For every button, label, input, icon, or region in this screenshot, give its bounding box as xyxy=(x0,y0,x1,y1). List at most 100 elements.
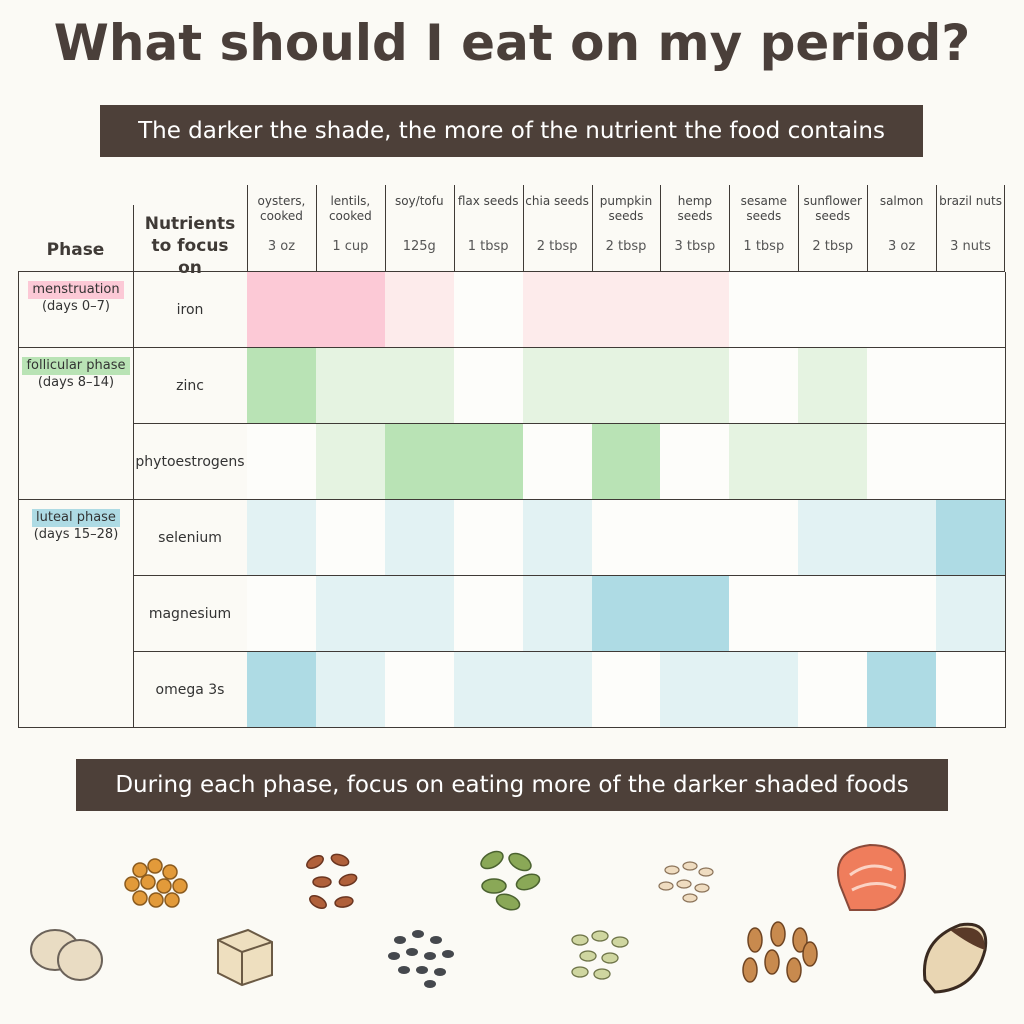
food-name: chia seeds xyxy=(525,194,589,208)
shade-cell xyxy=(729,500,800,576)
food-amount: 2 tbsp xyxy=(536,239,578,254)
shade-cell xyxy=(384,500,455,576)
food-illustrations xyxy=(30,843,988,994)
shade-cell xyxy=(522,424,593,500)
shade-cell xyxy=(591,652,662,728)
shade-cell xyxy=(798,272,869,348)
phase-header: Phase xyxy=(46,240,105,260)
tofu-icon xyxy=(217,928,273,987)
shade-cell xyxy=(729,348,800,424)
chia-icon xyxy=(388,930,454,988)
food-name: sunflower seeds xyxy=(803,194,862,223)
food-amount: 1 cup xyxy=(332,239,369,254)
food-name: sesame seeds xyxy=(740,194,787,223)
brazil-nut-icon xyxy=(922,922,988,994)
shade-cell xyxy=(591,576,662,652)
shade-cell xyxy=(453,576,524,652)
phase-days: (days 0–7) xyxy=(41,299,110,314)
lentils-icon xyxy=(124,858,188,908)
flax-icon xyxy=(306,853,358,909)
shade-cell xyxy=(936,424,1006,500)
shade-cell xyxy=(660,348,731,424)
shade-cell xyxy=(798,652,869,728)
vline xyxy=(384,185,386,272)
vline xyxy=(1004,185,1005,272)
shade-cell xyxy=(522,500,593,576)
shade-cell xyxy=(936,500,1006,576)
shade-cell xyxy=(247,272,317,348)
vline xyxy=(133,205,134,272)
shade-cell xyxy=(384,652,455,728)
vline xyxy=(660,185,662,272)
nutrient-cell: omega 3s xyxy=(133,652,248,728)
pumpkin-seeds-icon xyxy=(480,850,541,911)
food-amount: 125g xyxy=(402,239,436,254)
vline xyxy=(247,185,248,272)
shade-cell xyxy=(315,272,386,348)
vline xyxy=(729,185,731,272)
shade-cell xyxy=(729,272,800,348)
vline xyxy=(453,185,455,272)
food-amount: 1 tbsp xyxy=(743,239,785,254)
shade-cell xyxy=(798,500,869,576)
shade-cell xyxy=(936,652,1006,728)
shade-cell xyxy=(384,576,455,652)
shade-cell xyxy=(453,652,524,728)
phase-cell: follicular phase (days 8–14) xyxy=(18,348,134,500)
shade-cell xyxy=(247,652,317,728)
shade-cell xyxy=(798,424,869,500)
phase-days: (days 8–14) xyxy=(37,375,115,390)
shade-cell xyxy=(384,272,455,348)
shade-cell xyxy=(660,500,731,576)
vline xyxy=(315,185,317,272)
shade-cell xyxy=(936,272,1006,348)
food-amount: 1 tbsp xyxy=(467,239,509,254)
shade-cell xyxy=(936,576,1006,652)
food-name: lentils, cooked xyxy=(328,194,372,223)
food-name: pumpkin seeds xyxy=(599,194,653,223)
shade-cell xyxy=(453,348,524,424)
shade-cell xyxy=(591,348,662,424)
shade-cell xyxy=(247,500,317,576)
shade-cell xyxy=(522,652,593,728)
shade-cell xyxy=(660,652,731,728)
almonds-icon xyxy=(742,921,818,983)
shade-cell xyxy=(867,424,938,500)
shade-cell xyxy=(453,500,524,576)
food-name: soy/tofu xyxy=(394,194,444,208)
table: Phase Nutrients to focus on oysters, cooke… xyxy=(18,185,1006,728)
phase-label: luteal phase xyxy=(32,509,120,527)
food-amount: 2 tbsp xyxy=(812,239,854,254)
nutrient-cell: magnesium xyxy=(133,576,248,652)
shade-cell xyxy=(453,424,524,500)
shade-cell xyxy=(247,576,317,652)
vline xyxy=(867,185,869,272)
shade-cell xyxy=(384,348,455,424)
shade-cell xyxy=(522,272,593,348)
shade-cell xyxy=(867,272,938,348)
shade-cell xyxy=(315,424,386,500)
shade-cell xyxy=(660,272,731,348)
nutrient-cell: zinc xyxy=(133,348,248,424)
food-amount: 2 tbsp xyxy=(605,239,647,254)
phase-cell: luteal phase (days 15–28) xyxy=(18,500,134,728)
vline xyxy=(591,185,593,272)
food-name: flax seeds xyxy=(457,194,519,208)
food-amount: 3 nuts xyxy=(950,239,991,254)
vline xyxy=(522,185,524,272)
shade-cell xyxy=(798,348,869,424)
sesame-icon xyxy=(658,861,714,903)
nutrient-cell: iron xyxy=(133,272,248,348)
shade-cell xyxy=(867,348,938,424)
shade-cell xyxy=(591,500,662,576)
phase-label: follicular phase xyxy=(22,357,130,375)
salmon-icon xyxy=(837,843,907,911)
food-name: hemp seeds xyxy=(677,194,713,223)
food-name: oysters, cooked xyxy=(257,194,306,223)
food-name: salmon xyxy=(879,194,924,208)
oysters-icon xyxy=(30,929,103,981)
shade-cell xyxy=(522,576,593,652)
food-amount: 3 oz xyxy=(888,239,916,254)
shade-cell xyxy=(660,424,731,500)
